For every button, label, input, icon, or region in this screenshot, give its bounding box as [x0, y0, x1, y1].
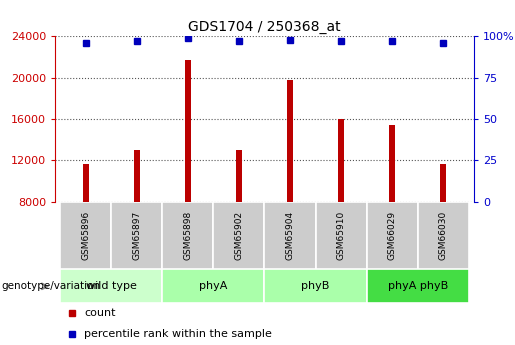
Text: phyB: phyB: [301, 281, 330, 291]
Bar: [389, 125, 395, 202]
Bar: [338, 119, 344, 202]
Text: phyA phyB: phyA phyB: [387, 281, 448, 291]
Bar: [265, 269, 367, 303]
Bar: [316, 202, 367, 269]
Bar: [111, 202, 162, 269]
Bar: [236, 150, 242, 202]
Bar: [162, 269, 265, 303]
Text: GSM65898: GSM65898: [183, 211, 193, 260]
Text: count: count: [84, 308, 116, 318]
Bar: [367, 202, 418, 269]
Text: GSM65896: GSM65896: [81, 211, 90, 260]
Text: GSM66029: GSM66029: [388, 211, 397, 260]
Bar: [367, 269, 469, 303]
Text: GSM65902: GSM65902: [234, 211, 244, 260]
Bar: [162, 202, 213, 269]
Bar: [60, 269, 162, 303]
Bar: [265, 202, 316, 269]
Bar: [287, 80, 293, 202]
Text: genotype/variation: genotype/variation: [1, 282, 100, 291]
Bar: [60, 202, 111, 269]
Text: percentile rank within the sample: percentile rank within the sample: [84, 329, 272, 339]
Bar: [83, 164, 89, 202]
Text: GSM66030: GSM66030: [439, 211, 448, 260]
Bar: [418, 202, 469, 269]
Bar: [134, 150, 140, 202]
Text: phyA: phyA: [199, 281, 228, 291]
Text: wild type: wild type: [86, 281, 136, 291]
Bar: [440, 164, 446, 202]
Text: GSM65910: GSM65910: [336, 211, 346, 260]
Text: GSM65897: GSM65897: [132, 211, 141, 260]
Title: GDS1704 / 250368_at: GDS1704 / 250368_at: [188, 20, 341, 34]
Bar: [185, 60, 191, 202]
Bar: [213, 202, 265, 269]
Text: GSM65904: GSM65904: [285, 211, 295, 260]
